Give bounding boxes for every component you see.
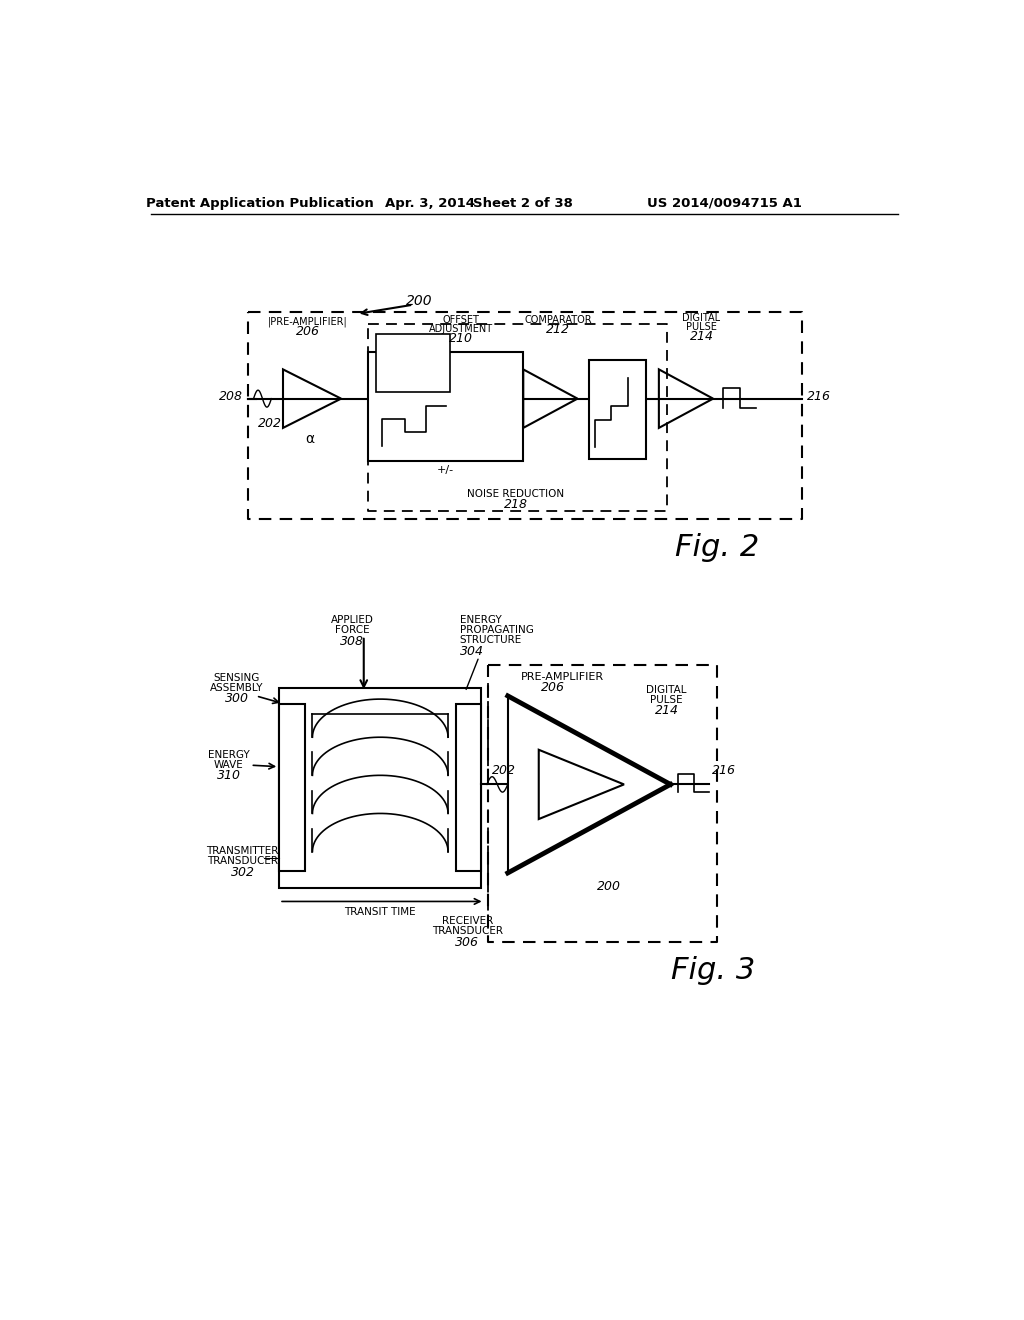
Text: TRANSMITTER: TRANSMITTER: [207, 846, 279, 857]
Text: Sheet 2 of 38: Sheet 2 of 38: [473, 197, 573, 210]
Text: FORCE: FORCE: [335, 626, 370, 635]
Text: TRANSDUCER: TRANSDUCER: [207, 857, 279, 866]
Text: PRE-AMPLIFIER: PRE-AMPLIFIER: [520, 672, 603, 681]
Text: RECEIVER: RECEIVER: [441, 916, 494, 925]
Text: NOISE REDUCTION: NOISE REDUCTION: [467, 490, 564, 499]
Text: ASSEMBLY: ASSEMBLY: [210, 684, 263, 693]
Text: PROPAGATING: PROPAGATING: [460, 626, 534, 635]
Text: TRANSDUCER: TRANSDUCER: [432, 925, 503, 936]
Bar: [456, 704, 480, 871]
Text: Fig. 3: Fig. 3: [671, 956, 756, 985]
Text: 302: 302: [230, 866, 255, 879]
Bar: [376, 334, 450, 392]
Text: TRANSIT TIME: TRANSIT TIME: [344, 907, 416, 917]
Text: ENERGY: ENERGY: [460, 615, 502, 626]
Text: Patent Application Publication: Patent Application Publication: [145, 197, 374, 210]
Text: 210: 210: [450, 333, 473, 345]
Text: DIGITAL: DIGITAL: [646, 685, 687, 694]
Text: 208: 208: [219, 389, 243, 403]
Text: 202: 202: [493, 764, 516, 777]
Text: +/-: +/-: [437, 465, 455, 475]
Text: PULSE: PULSE: [686, 322, 717, 333]
Text: Apr. 3, 2014: Apr. 3, 2014: [385, 197, 475, 210]
Text: DIGITAL: DIGITAL: [682, 313, 721, 323]
Text: 200: 200: [597, 880, 621, 894]
Text: 310: 310: [217, 770, 241, 783]
Text: 216: 216: [807, 389, 830, 403]
Polygon shape: [523, 370, 578, 428]
Text: COMPARATOR: COMPARATOR: [524, 315, 592, 325]
Bar: [280, 688, 480, 888]
Text: WAVE: WAVE: [214, 760, 244, 770]
Polygon shape: [508, 696, 671, 873]
Text: 214: 214: [689, 330, 714, 343]
Text: 202: 202: [258, 417, 283, 430]
Text: 218: 218: [504, 498, 527, 511]
Polygon shape: [539, 750, 624, 818]
Text: OFFSET: OFFSET: [442, 315, 479, 325]
Text: 308: 308: [340, 635, 365, 648]
Text: 206: 206: [541, 681, 564, 694]
Text: 306: 306: [456, 936, 479, 949]
Text: ADJUSTMENT: ADJUSTMENT: [429, 323, 494, 334]
Text: 304: 304: [460, 644, 483, 657]
Text: |PRE-AMPLIFIER|: |PRE-AMPLIFIER|: [268, 317, 348, 327]
Text: APPLIED: APPLIED: [331, 615, 374, 626]
Text: PULSE: PULSE: [650, 694, 683, 705]
Bar: [589, 360, 646, 459]
Text: US 2014/0094715 A1: US 2014/0094715 A1: [647, 197, 802, 210]
Text: 300: 300: [224, 693, 249, 705]
Text: Fig. 2: Fig. 2: [675, 533, 759, 562]
Text: 200: 200: [406, 294, 432, 308]
Text: 212: 212: [546, 323, 570, 335]
Bar: [369, 352, 523, 461]
Polygon shape: [658, 370, 713, 428]
Polygon shape: [283, 370, 341, 428]
Text: SENSING: SENSING: [213, 673, 260, 684]
Text: 214: 214: [654, 704, 679, 717]
Text: α: α: [305, 432, 314, 446]
Bar: [280, 704, 305, 871]
Text: STRUCTURE: STRUCTURE: [460, 635, 522, 645]
Text: ENERGY: ENERGY: [208, 750, 250, 760]
Text: 206: 206: [296, 325, 319, 338]
Text: 216: 216: [713, 764, 736, 777]
